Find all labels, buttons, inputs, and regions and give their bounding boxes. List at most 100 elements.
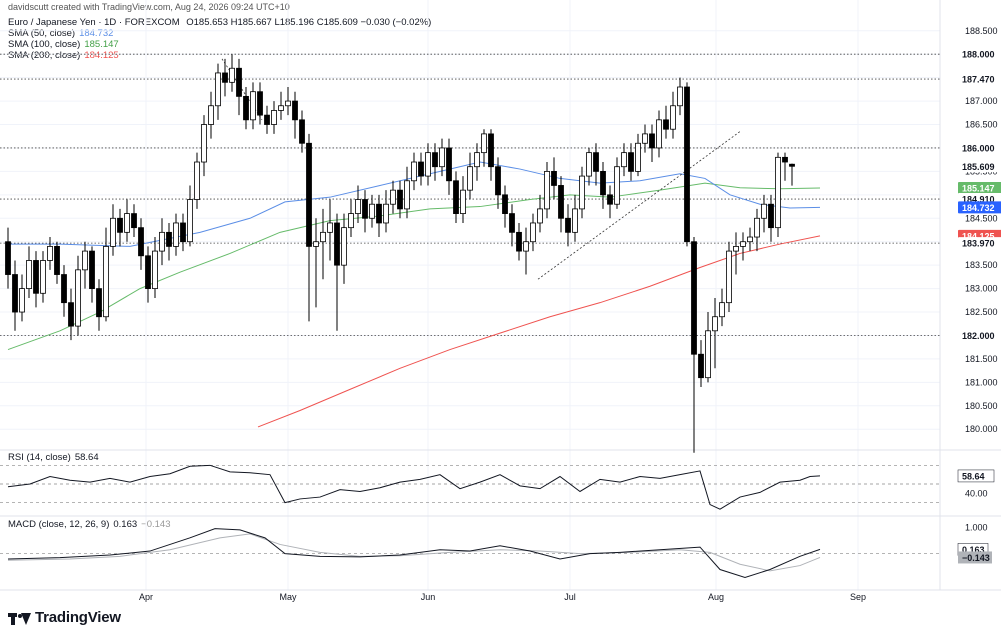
x-tick-label: Aug [708, 592, 724, 602]
candle [425, 143, 431, 186]
candle [614, 157, 620, 209]
candle-body [313, 241, 319, 247]
candle-body [12, 274, 18, 313]
candle [96, 279, 102, 331]
candle [68, 288, 74, 341]
candle [124, 199, 130, 242]
macd-signal-label: −0.143 [962, 553, 990, 563]
candle [460, 176, 466, 223]
sma50-value: 184.732 [79, 28, 114, 39]
sma100-price-label-bg [958, 181, 1001, 194]
candle-body [628, 152, 634, 172]
candle-body [5, 241, 11, 275]
candle-body [516, 231, 522, 252]
candle [565, 204, 571, 247]
macd-signal-line [7, 533, 821, 572]
macd-signal-bg [958, 551, 992, 564]
price-tick-label: 184.500 [965, 213, 998, 223]
candle [145, 246, 151, 303]
last-price-label-bg [958, 160, 1001, 173]
candle [271, 101, 277, 134]
candle-body [355, 199, 361, 214]
candle-body [565, 217, 571, 233]
candle-body [418, 161, 424, 177]
candle-body [369, 203, 375, 219]
last-price-label: 185.609 [962, 162, 995, 172]
sma50-legend[interactable]: SMA (50, close) 184.732 [8, 28, 113, 39]
candle [173, 213, 179, 256]
candle-body [775, 156, 781, 229]
candle [229, 54, 235, 92]
candle [705, 312, 711, 383]
candle-body [348, 213, 354, 229]
candle-body [26, 260, 32, 290]
x-tick-label: May [279, 592, 297, 602]
candle [82, 241, 88, 289]
candle-body [411, 161, 417, 182]
sma100-legend[interactable]: SMA (100, close) 185.147 [8, 39, 119, 50]
candle [411, 152, 417, 191]
price-tick-label: 187.000 [965, 96, 998, 106]
candle [558, 176, 564, 233]
sma50-line [8, 161, 821, 247]
tradingview-brand[interactable]: TradingView [8, 609, 121, 626]
candle [390, 180, 396, 214]
candle [362, 190, 368, 233]
candle-body [68, 302, 74, 327]
candle-body [96, 288, 102, 318]
candle [376, 194, 382, 238]
candle [418, 152, 424, 186]
candle-body [145, 255, 151, 290]
level-188-label: 188.000 [962, 50, 995, 60]
candle [691, 237, 697, 453]
candle-body [285, 100, 291, 107]
trendline [537, 131, 741, 280]
level-18397-label: 183.970 [962, 239, 995, 249]
candle-body [257, 91, 263, 116]
candle [159, 218, 165, 266]
rsi-legend[interactable]: RSI (14, close) 58.64 [8, 452, 99, 463]
macd-legend[interactable]: MACD (close, 12, 26, 9) 0.163 −0.143 [8, 519, 170, 530]
candle-body [404, 180, 410, 210]
candle [719, 288, 725, 327]
candle-body [551, 170, 557, 186]
candle [642, 124, 648, 153]
sma200-legend[interactable]: SMA (200, close) 184.125 [8, 50, 119, 61]
candle [47, 237, 53, 270]
brand-name: TradingView [35, 609, 121, 626]
candle [537, 194, 543, 233]
candle-body [782, 156, 788, 163]
x-tick-label: Jul [564, 592, 576, 602]
candle-body [649, 133, 655, 149]
candle-body [509, 213, 515, 233]
candle-body [593, 152, 599, 172]
candle [110, 204, 116, 256]
candle [502, 185, 508, 228]
candle [712, 297, 718, 369]
sma50-price-label: 184.732 [962, 203, 995, 213]
candle-body [677, 86, 683, 107]
candle-body [229, 67, 235, 83]
candle [684, 82, 690, 247]
candle-body [292, 100, 298, 121]
candle-body [502, 194, 508, 214]
candle [264, 105, 270, 134]
candle-body [621, 152, 627, 168]
price-tick-label: 180.000 [965, 424, 998, 434]
candle [523, 227, 529, 275]
candle-body [390, 189, 396, 205]
candle [453, 171, 459, 223]
candle [278, 91, 284, 120]
candle [369, 194, 375, 228]
candle-body [537, 208, 543, 224]
candle-body [54, 246, 60, 275]
candle [593, 143, 599, 186]
candle-body [523, 241, 529, 252]
candle [775, 152, 781, 238]
candle [670, 91, 676, 139]
level-18397-label-bg [958, 237, 1001, 250]
candle-body [761, 203, 767, 219]
candle [607, 185, 613, 219]
candle [320, 208, 326, 280]
